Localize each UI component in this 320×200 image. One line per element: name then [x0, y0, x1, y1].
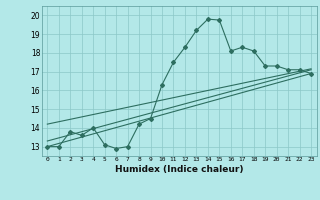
- X-axis label: Humidex (Indice chaleur): Humidex (Indice chaleur): [115, 165, 244, 174]
